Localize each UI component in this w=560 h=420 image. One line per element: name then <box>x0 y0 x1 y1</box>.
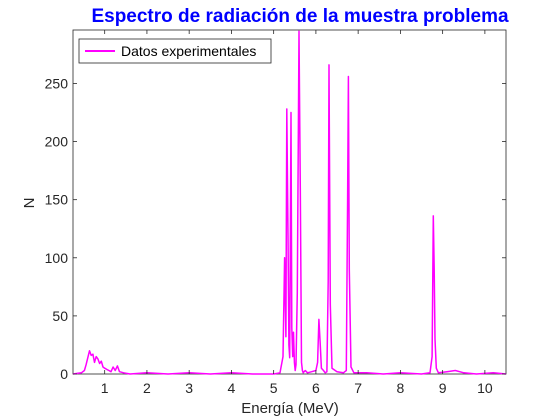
x-tick-label: 3 <box>185 380 193 396</box>
legend-label: Datos experimentales <box>121 43 256 59</box>
x-tick-label: 5 <box>270 380 278 396</box>
y-tick-label: 200 <box>45 134 69 150</box>
y-tick-label: 50 <box>52 308 68 324</box>
x-tick-label: 4 <box>228 380 236 396</box>
x-tick-label: 1 <box>101 380 109 396</box>
x-tick-label: 9 <box>439 380 447 396</box>
y-tick-label: 0 <box>60 366 68 382</box>
x-tick-label: 10 <box>477 380 493 396</box>
y-tick-label: 100 <box>45 250 69 266</box>
legend: Datos experimentales <box>78 38 272 64</box>
y-axis: 0 50 100 150 200 250 <box>45 75 506 382</box>
series-line-0 <box>72 30 507 375</box>
y-tick-label: 250 <box>45 75 69 91</box>
x-tick-label: 2 <box>143 380 151 396</box>
plot-area <box>72 29 507 375</box>
x-tick-label: 6 <box>312 380 320 396</box>
x-tick-label: 7 <box>354 380 362 396</box>
y-axis-label: N <box>21 198 38 209</box>
x-axis-label: Energía (MeV) <box>241 400 339 417</box>
x-axis: 1 2 3 4 5 6 7 8 9 10 <box>101 30 493 396</box>
y-tick-label: 150 <box>45 192 69 208</box>
chart-title: Espectro de radiación de la muestra prob… <box>91 6 509 27</box>
x-tick-label: 8 <box>396 380 404 396</box>
